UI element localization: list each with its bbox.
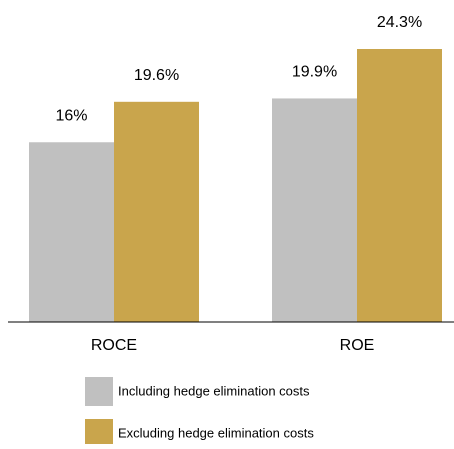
- value-label: 19.6%: [134, 67, 179, 84]
- legend-swatch: [85, 419, 113, 448]
- x-tick-label: ROCE: [91, 337, 137, 354]
- bar: [29, 142, 114, 322]
- legend-label: Including hedge elimination costs: [118, 383, 310, 398]
- value-label: 19.9%: [292, 64, 337, 81]
- legend-swatch: [85, 377, 113, 406]
- legend-label: Excluding hedge elimination costs: [118, 425, 314, 440]
- value-label: 24.3%: [377, 14, 422, 31]
- value-label: 16%: [55, 107, 87, 124]
- bar: [357, 49, 442, 322]
- bar: [114, 101, 199, 323]
- bar: [272, 98, 357, 322]
- x-tick-label: ROE: [340, 337, 375, 354]
